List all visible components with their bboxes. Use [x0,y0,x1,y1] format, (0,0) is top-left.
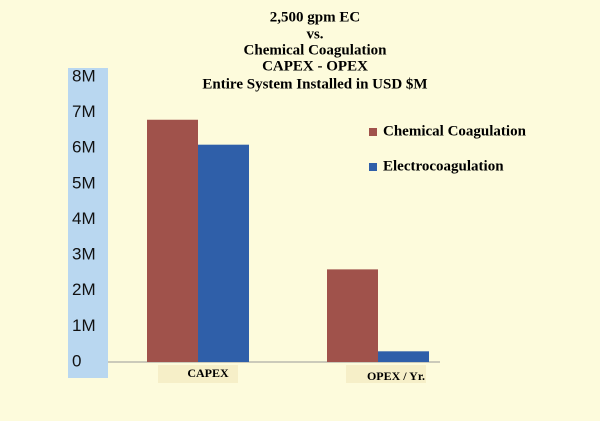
bar [327,269,378,362]
chart-title: 2,500 gpm EC [270,9,360,25]
chart-title: Chemical Coagulation [244,42,388,58]
category-label-box [346,365,426,383]
y-tick-label: 4M [72,209,96,228]
legend-label: Chemical Coagulation [383,123,527,139]
y-tick-label: 2M [72,280,96,299]
legend-swatch [369,163,377,171]
y-tick-label: 5M [72,173,96,192]
y-axis-panel [68,68,108,378]
x-tick-label: CAPEX [187,366,229,380]
legend-label: Electrocoagulation [383,158,504,174]
chart-title: vs. [306,26,323,42]
bar [147,119,198,362]
chart-title: Entire System Installed in USD $M [202,76,427,92]
x-tick-label: OPEX / Yr. [367,369,425,383]
category-label-box [158,365,238,383]
y-tick-label: 0 [72,351,81,370]
legend-swatch [369,128,377,136]
y-tick-label: 8M [72,66,96,85]
y-tick-label: 3M [72,245,96,264]
bar [198,144,249,362]
y-tick-label: 1M [72,316,96,335]
y-tick-label: 7M [72,102,96,121]
y-tick-label: 6M [72,138,96,157]
chart-title: CAPEX - OPEX [262,58,368,74]
bar [378,351,429,362]
